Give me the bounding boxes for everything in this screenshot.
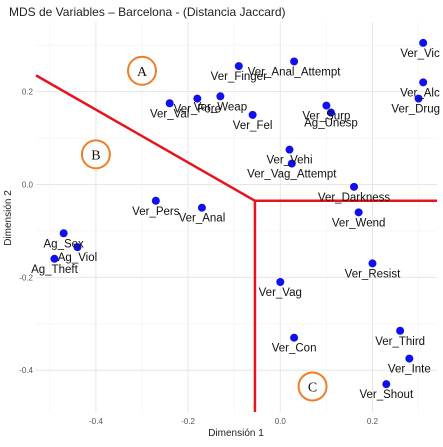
- data-point: [322, 101, 331, 110]
- point-label: Ag_Viol: [58, 252, 97, 264]
- x-tick-label: 0.2: [367, 417, 379, 426]
- region-letter: A: [137, 65, 148, 80]
- data-point: [354, 208, 363, 217]
- point-label: Ver_Third: [375, 336, 425, 348]
- data-point: [368, 259, 377, 268]
- data-point: [216, 92, 225, 101]
- data-point: [419, 78, 428, 87]
- point-label: Ver_Anal: [179, 213, 226, 225]
- point-label: Ag_Sex: [44, 238, 85, 250]
- region-circle: [127, 55, 158, 86]
- data-point: [287, 159, 296, 168]
- point-label: Ver_Fel: [233, 120, 273, 132]
- point-label: Ver_Surp: [302, 111, 350, 123]
- point-label: Ver_Finger: [211, 71, 267, 83]
- data-point: [151, 196, 160, 205]
- point-label: Ver_Vag_Attempt: [247, 169, 337, 181]
- point-label: Ver_Drug: [391, 104, 440, 116]
- data-point: [290, 333, 299, 342]
- region-circle: [80, 139, 111, 170]
- point-label: Ver_Vehi: [266, 155, 312, 167]
- x-axis-title: Dimensión 1: [208, 428, 264, 439]
- point-label: Ver_Inte: [388, 364, 431, 376]
- data-point: [234, 62, 243, 71]
- point-label: Ver_Fore: [174, 104, 221, 116]
- data-point: [350, 182, 359, 191]
- data-point: [290, 57, 299, 66]
- data-point: [50, 254, 59, 263]
- point-label: Ver_Weap: [194, 101, 248, 113]
- x-tick-label: -0.4: [89, 417, 103, 426]
- data-points: [50, 38, 428, 389]
- point-label: Ver_Darkness: [318, 192, 390, 204]
- point-label: Ver_Vag: [259, 287, 302, 299]
- point-label: Ag_Unesp: [304, 118, 358, 130]
- point-label: Ver_Con: [272, 343, 317, 355]
- data-point: [419, 38, 428, 47]
- divider-lines: [35, 74, 437, 412]
- data-point: [73, 243, 82, 252]
- tick-layer: -0.4 -0.2 0.0 0.2 -0.4 -0.2 0.0 0.2: [19, 88, 378, 426]
- y-tick-label: 0.0: [22, 181, 34, 190]
- x-tick-label: -0.2: [181, 417, 195, 426]
- grid-layer: [36, 22, 437, 412]
- data-point: [276, 278, 285, 286]
- x-tick-label: 0.0: [275, 417, 287, 426]
- point-label: Ver_Wend: [332, 217, 386, 229]
- y-tick-label: -0.2: [19, 273, 33, 282]
- point-label: Ver_Alc: [400, 87, 440, 99]
- data-point: [382, 380, 391, 389]
- point-label: Ver_Val: [150, 108, 189, 120]
- data-point: [197, 203, 206, 212]
- point-label: Ver_Resist: [345, 268, 401, 280]
- point-label: Ver_Anal_Attempt: [248, 66, 342, 78]
- data-point: [165, 99, 174, 108]
- region-markers: A B C: [80, 55, 328, 402]
- point-label: Ver_Pers: [132, 206, 180, 218]
- y-tick-label: -0.4: [19, 366, 33, 375]
- data-point: [248, 110, 257, 119]
- data-point: [193, 94, 202, 103]
- y-axis-title: Dimensión 2: [3, 190, 14, 246]
- chart-title: MDS de Variables – Barcelona - (Distanci…: [9, 5, 286, 19]
- point-label: Ag_Theft: [31, 264, 78, 276]
- data-point: [396, 326, 405, 335]
- region-letter: B: [91, 148, 100, 163]
- region-letter: C: [308, 380, 317, 395]
- data-point: [285, 145, 294, 154]
- point-label: Ver_Shout: [359, 389, 414, 401]
- data-point: [405, 354, 414, 363]
- data-point: [59, 229, 68, 238]
- point-label: Ver_Vic: [400, 48, 440, 60]
- region-circle: [297, 371, 328, 402]
- divider-line: [35, 74, 256, 202]
- data-point: [326, 108, 335, 117]
- data-point: [414, 94, 423, 103]
- y-tick-label: 0.2: [22, 88, 34, 97]
